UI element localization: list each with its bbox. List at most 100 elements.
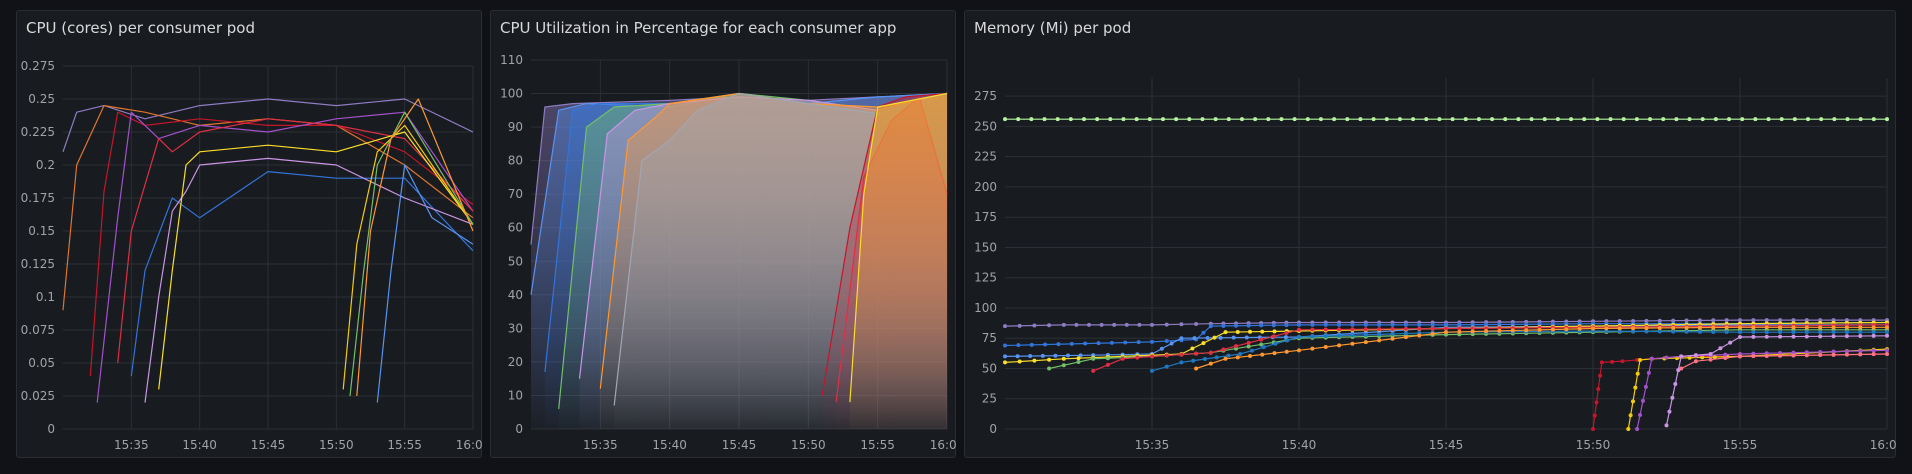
series-point bbox=[1738, 325, 1742, 330]
series-point bbox=[1751, 325, 1756, 330]
series-point bbox=[1091, 368, 1096, 373]
y-tick-label: 150 bbox=[974, 240, 997, 254]
y-tick-label: 80 bbox=[508, 154, 523, 168]
x-tick-label: 15:45 bbox=[1429, 438, 1464, 452]
series-point bbox=[1723, 352, 1728, 357]
series-point bbox=[1096, 341, 1101, 346]
series-point bbox=[1246, 323, 1251, 328]
series-point bbox=[1724, 330, 1729, 335]
series-point bbox=[1687, 355, 1692, 360]
y-tick-label: 0.225 bbox=[21, 125, 55, 139]
series-point bbox=[1713, 117, 1718, 122]
series-point bbox=[1679, 366, 1684, 371]
series-point bbox=[1596, 387, 1601, 392]
y-tick-label: 275 bbox=[974, 89, 997, 103]
series-point bbox=[1657, 318, 1662, 323]
x-tick-label: 15:55 bbox=[860, 438, 895, 452]
series-point bbox=[1476, 117, 1481, 122]
y-tick-label: 175 bbox=[974, 210, 997, 224]
series-point bbox=[1430, 322, 1435, 327]
y-tick-label: 0.25 bbox=[28, 92, 55, 106]
series-point bbox=[1806, 117, 1811, 122]
series-point bbox=[1083, 341, 1088, 346]
series-point bbox=[1818, 318, 1823, 323]
cpu-cores-panel[interactable]: CPU (cores) per consumer pod 0 0.025 0.05 0… bbox=[16, 10, 483, 458]
series-point bbox=[1108, 117, 1113, 122]
series-point bbox=[1671, 318, 1676, 323]
y-tick-label: 0 bbox=[47, 422, 55, 436]
series-point bbox=[1751, 354, 1756, 359]
series-point bbox=[1610, 359, 1615, 364]
series-point bbox=[1226, 117, 1231, 122]
y-tick-label: 0.1 bbox=[36, 290, 55, 304]
series-point bbox=[1350, 333, 1355, 338]
series-point bbox=[1804, 353, 1809, 358]
series-point bbox=[1697, 329, 1702, 334]
series-point bbox=[1403, 326, 1408, 331]
series-point bbox=[1218, 335, 1223, 340]
series-point bbox=[1150, 339, 1154, 344]
series-point bbox=[1724, 318, 1729, 323]
y-tick-label: 100 bbox=[974, 301, 997, 315]
series-point bbox=[1649, 356, 1654, 361]
series-point bbox=[1751, 330, 1756, 335]
series-point bbox=[1323, 322, 1328, 327]
series-point bbox=[1403, 335, 1408, 340]
series-point bbox=[1047, 357, 1052, 362]
y-tick-label: 30 bbox=[508, 321, 523, 335]
series-point bbox=[1858, 325, 1863, 330]
cpu-utilization-panel[interactable]: CPU Utilization in Percentage for each c… bbox=[490, 10, 957, 458]
series-point bbox=[1377, 332, 1382, 337]
series-point bbox=[1791, 353, 1796, 358]
series-point bbox=[1332, 117, 1337, 122]
series-point bbox=[1223, 356, 1228, 361]
series-point bbox=[1751, 318, 1756, 323]
series-point bbox=[1192, 336, 1197, 341]
series-point bbox=[1858, 334, 1863, 339]
series-point bbox=[1068, 117, 1073, 122]
series-point bbox=[1194, 322, 1199, 327]
series-point bbox=[1727, 117, 1732, 122]
series-point bbox=[1684, 318, 1689, 323]
series-point bbox=[1345, 117, 1350, 122]
series-point bbox=[1599, 360, 1604, 365]
series-point bbox=[1858, 352, 1863, 357]
series-point bbox=[1791, 318, 1796, 323]
series-point bbox=[1778, 353, 1783, 358]
series-point bbox=[1397, 117, 1402, 122]
series-point bbox=[1390, 331, 1395, 336]
series-point bbox=[1598, 373, 1603, 378]
y-tick-label: 40 bbox=[508, 288, 523, 302]
series-point bbox=[1043, 342, 1048, 347]
series-point bbox=[1592, 413, 1597, 418]
series-line bbox=[62, 98, 474, 152]
panel-title: Memory (Mi) per pod bbox=[974, 19, 1132, 37]
series-point bbox=[1791, 350, 1796, 355]
series-point bbox=[1283, 335, 1288, 340]
memory-panel[interactable]: Memory (Mi) per pod 0 25 50 75 100 125 150 175 2… bbox=[964, 10, 1897, 458]
series-point bbox=[1016, 117, 1021, 122]
series-point bbox=[1091, 356, 1096, 361]
series-line bbox=[158, 131, 474, 390]
series-point bbox=[1179, 352, 1184, 357]
series-point bbox=[1818, 325, 1823, 330]
series-point bbox=[1159, 346, 1164, 351]
series-point bbox=[1529, 117, 1534, 122]
x-tick-label: 15:55 bbox=[1723, 438, 1758, 452]
series-point bbox=[1318, 117, 1323, 122]
series-point bbox=[1831, 334, 1836, 339]
series-point bbox=[1778, 334, 1783, 339]
series-point bbox=[1284, 323, 1289, 328]
series-point bbox=[1564, 327, 1569, 332]
x-tick-label: 15:50 bbox=[319, 438, 354, 452]
series-point bbox=[1818, 349, 1823, 354]
series-point bbox=[1042, 117, 1047, 122]
y-tick-label: 20 bbox=[508, 355, 523, 369]
series-point bbox=[1871, 325, 1876, 330]
series-point bbox=[1591, 326, 1595, 331]
series-point bbox=[1751, 334, 1756, 339]
series-point bbox=[1047, 366, 1052, 371]
series-point bbox=[1871, 330, 1876, 335]
series-point bbox=[1450, 117, 1455, 122]
series-point bbox=[1818, 334, 1823, 339]
